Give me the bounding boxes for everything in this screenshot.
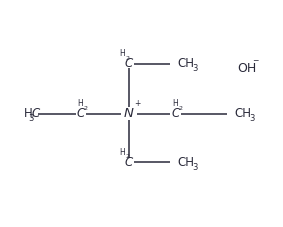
Text: C: C: [125, 156, 133, 169]
Text: 3: 3: [249, 114, 254, 123]
Text: 2: 2: [125, 56, 129, 61]
Text: −: −: [252, 56, 258, 65]
Text: H: H: [172, 99, 178, 108]
Text: C: C: [171, 107, 180, 120]
Text: 3: 3: [192, 163, 198, 172]
Text: +: +: [134, 99, 140, 109]
Text: H: H: [77, 99, 83, 108]
Text: C: C: [32, 107, 40, 120]
Text: H: H: [119, 49, 125, 58]
Text: N: N: [124, 107, 134, 120]
Text: C: C: [76, 107, 85, 120]
Text: 2: 2: [83, 106, 87, 111]
Text: CH: CH: [234, 107, 251, 120]
Text: H: H: [24, 107, 33, 120]
Text: 3: 3: [192, 64, 198, 73]
Text: 2: 2: [125, 154, 129, 159]
Text: C: C: [125, 57, 133, 70]
Text: 3: 3: [28, 114, 33, 123]
Text: OH: OH: [238, 62, 257, 75]
Text: H: H: [119, 148, 125, 157]
Text: CH: CH: [178, 57, 195, 70]
Text: 2: 2: [178, 106, 182, 111]
Text: CH: CH: [178, 156, 195, 169]
